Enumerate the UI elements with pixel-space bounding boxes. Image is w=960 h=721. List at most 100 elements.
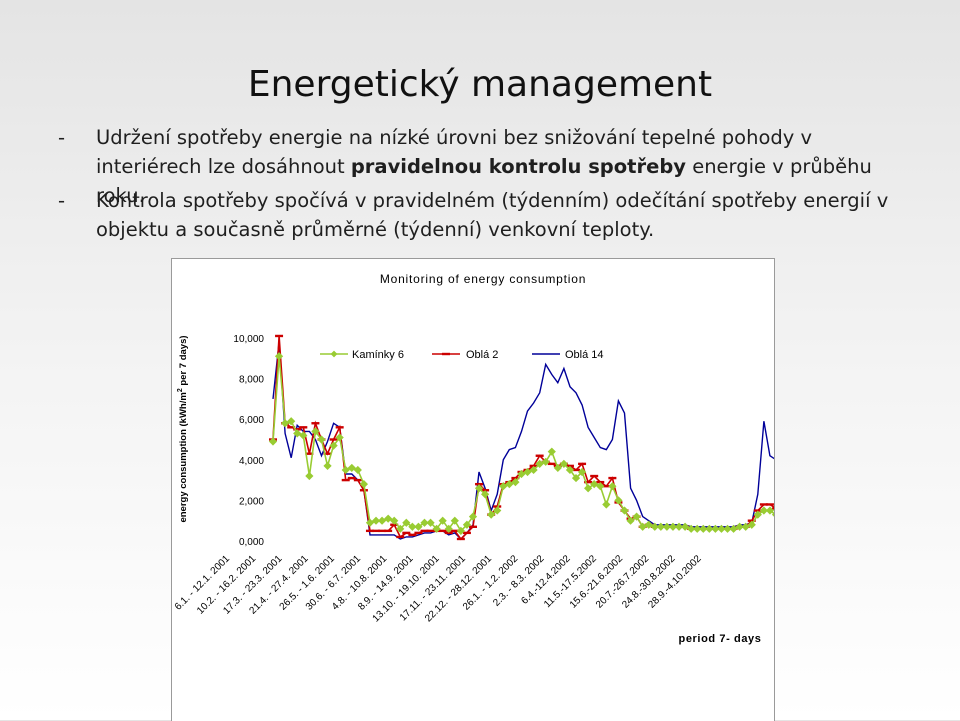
data-point-kaminky xyxy=(268,437,278,446)
bullet-point-2: - Kontrola spotřeby spočívá v pravidelné… xyxy=(58,186,908,244)
bullet-text-part: Udržení spotřeby energie na nízké úrovni… xyxy=(96,126,813,178)
data-point-kaminky xyxy=(335,433,344,442)
data-point-kaminky xyxy=(711,524,720,533)
legend-marker-kaminky xyxy=(330,350,338,358)
data-point-kaminky xyxy=(408,522,417,531)
data-point-kaminky xyxy=(674,522,684,531)
data-point-kaminky xyxy=(759,506,768,515)
data-point-kaminky xyxy=(741,522,750,531)
y-axis-label-rest: per 7 days) xyxy=(178,335,189,388)
series-line-obla2 xyxy=(272,335,774,541)
data-point-kaminky xyxy=(311,427,320,436)
data-point-kaminky xyxy=(559,459,568,468)
series-line-kaminky xyxy=(272,356,774,533)
data-point-kaminky xyxy=(668,522,678,531)
data-point-kaminky xyxy=(456,526,465,535)
data-point-kaminky xyxy=(299,431,308,440)
data-point-kaminky xyxy=(584,484,593,493)
y-tick-label: 0,000 xyxy=(239,537,264,548)
data-point-kaminky xyxy=(323,461,332,470)
data-point-kaminky xyxy=(511,478,520,487)
y-tick-label: 6,000 xyxy=(239,415,264,426)
data-point-kaminky xyxy=(680,522,690,531)
data-point-kaminky xyxy=(577,467,587,477)
bullet-dash: - xyxy=(58,189,66,212)
data-point-kaminky xyxy=(359,480,369,489)
chart-title: Monitoring of energy consumption xyxy=(380,272,586,286)
data-point-kaminky xyxy=(287,417,296,426)
data-point-kaminky xyxy=(281,419,290,428)
data-point-kaminky xyxy=(565,465,575,475)
energy-chart: Monitoring of energy consumption energy … xyxy=(173,272,774,645)
data-point-kaminky xyxy=(444,524,453,533)
data-point-kaminky xyxy=(317,435,326,444)
data-point-kaminky xyxy=(771,512,774,517)
data-point-kaminky xyxy=(487,510,496,519)
x-axis-label: period 7- days xyxy=(679,633,762,645)
data-point-kaminky xyxy=(396,524,405,533)
slide-title: Energetický management xyxy=(247,64,713,105)
data-point-kaminky xyxy=(590,480,599,489)
legend-label-kaminky: Kamínky 6 xyxy=(352,349,404,361)
bullet-text-bold: pravidelnou kontrolu spotřeby xyxy=(350,155,686,178)
data-point-kaminky xyxy=(699,524,708,533)
data-point-kaminky xyxy=(638,522,647,531)
y-tick-label: 2,000 xyxy=(239,496,264,507)
y-tick-label: 4,000 xyxy=(239,456,264,467)
bullet-text: Udržení spotřeby energie na nízké úrovni… xyxy=(96,123,908,210)
data-point-kaminky xyxy=(735,522,744,531)
data-point-kaminky xyxy=(529,465,538,475)
data-point-kaminky xyxy=(632,512,641,521)
y-tick-label: 10,000 xyxy=(233,334,264,345)
data-point-kaminky xyxy=(305,471,314,481)
data-point-kaminky xyxy=(365,518,375,527)
data-point-kaminky xyxy=(729,524,738,533)
data-point-kaminky xyxy=(596,482,605,491)
data-point-kaminky xyxy=(662,522,672,531)
data-point-kaminky xyxy=(620,506,629,515)
data-point-kaminky xyxy=(717,524,726,533)
data-point-kaminky xyxy=(493,506,502,515)
data-point-kaminky xyxy=(390,516,399,525)
data-point-kaminky xyxy=(462,520,472,529)
data-point-kaminky xyxy=(523,467,532,477)
bullet-text-part: energie v průběhu roku. xyxy=(96,155,872,207)
bullet-text-part: Kontrola spotřeby spočívá v pravidelném … xyxy=(96,189,889,241)
data-point-kaminky xyxy=(608,482,617,491)
data-point-kaminky xyxy=(341,465,350,475)
data-point-kaminky xyxy=(402,518,411,527)
data-point-kaminky xyxy=(293,429,302,438)
data-point-kaminky xyxy=(571,473,581,483)
data-point-kaminky xyxy=(626,516,635,525)
data-point-kaminky xyxy=(517,469,526,479)
data-point-kaminky xyxy=(505,480,514,489)
legend: Kamínky 6 Oblá 2 Oblá 14 xyxy=(320,349,604,361)
legend-label-obla2: Oblá 2 xyxy=(466,349,498,361)
data-point-kaminky xyxy=(420,518,429,527)
data-point-kaminky xyxy=(541,457,550,466)
data-point-kaminky xyxy=(687,524,696,533)
data-point-kaminky xyxy=(535,459,544,468)
bullet-dash: - xyxy=(58,126,66,149)
data-point-kaminky xyxy=(468,512,478,521)
data-point-kaminky xyxy=(438,516,447,525)
data-point-kaminky xyxy=(747,520,756,529)
data-point-kaminky xyxy=(644,520,653,529)
bullet-point-1: - Udržení spotřeby energie na nízké úrov… xyxy=(58,123,908,210)
data-point-kaminky xyxy=(650,522,659,531)
data-point-kaminky xyxy=(329,441,338,450)
data-point-kaminky xyxy=(693,524,702,533)
data-point-kaminky xyxy=(753,510,762,519)
data-point-kaminky xyxy=(499,482,508,491)
data-point-kaminky xyxy=(414,522,423,531)
legend-label-obla14: Oblá 14 xyxy=(565,349,604,361)
y-axis-label-sup: 2 xyxy=(177,388,184,392)
data-point-kaminky xyxy=(656,522,665,531)
series-line-obla14 xyxy=(272,342,774,540)
data-point-kaminky xyxy=(347,463,356,473)
y-axis-label: energy consumption (kWh/m2 per 7 days) xyxy=(177,335,189,522)
data-point-kaminky xyxy=(353,465,362,475)
y-axis-label-main: energy consumption (kWh/m xyxy=(178,392,189,522)
data-point-kaminky xyxy=(602,500,611,509)
